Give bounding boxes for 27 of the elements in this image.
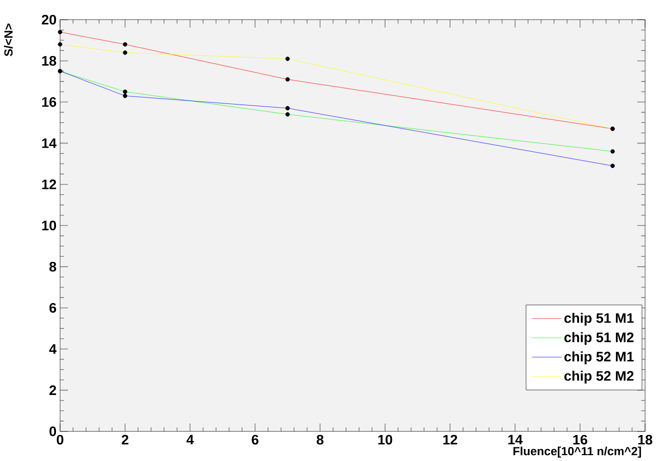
y-tick-label: 8	[49, 262, 56, 272]
legend-label: chip 52 M1	[564, 351, 634, 364]
x-tick-label: 2	[122, 434, 128, 444]
y-axis-title: S/<N>	[4, 24, 13, 56]
x-tick-label: 8	[316, 434, 324, 445]
y-tick-label: 18	[42, 56, 56, 66]
y-tick-label: 10	[42, 220, 56, 230]
x-axis-title: Fluence[10^11 n/cm^2]	[513, 446, 641, 458]
y-tick-label: 4	[49, 344, 57, 354]
x-tick-label: 6	[252, 434, 258, 445]
x-tick-label: 14	[508, 434, 523, 444]
legend-label: chip 52 M2	[564, 370, 634, 384]
y-tick-label: 2	[49, 385, 56, 396]
x-tick-label: 10	[378, 434, 392, 445]
x-tick-label: 16	[573, 434, 588, 445]
y-tick-label: 6	[49, 303, 56, 313]
x-tick-label: 0	[56, 434, 64, 445]
legend-label: chip 51 M1	[564, 312, 634, 326]
y-tick-label: 0	[50, 426, 56, 436]
y-tick-label: 16	[42, 97, 56, 107]
x-tick-label: 4	[186, 434, 194, 444]
x-tick-label: 18	[638, 434, 652, 445]
y-tick-label: 20	[42, 14, 56, 25]
y-tick-label: 12	[42, 180, 56, 190]
legend-label: chip 51 M2	[564, 332, 634, 345]
y-tick-label: 14	[42, 138, 57, 148]
x-tick-label: 12	[443, 434, 458, 444]
